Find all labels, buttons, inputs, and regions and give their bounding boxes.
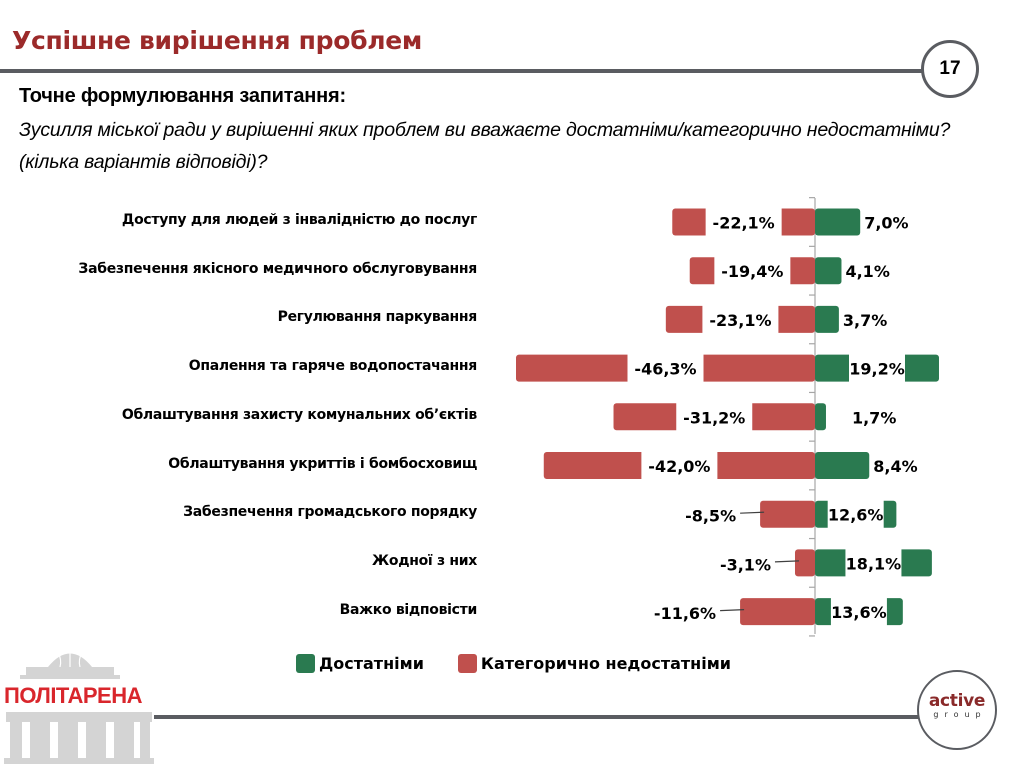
value-label-sufficient: 4,1% (845, 262, 889, 281)
active-group-logo-sub: group (933, 710, 987, 719)
category-label: Регулювання паркування (277, 309, 478, 326)
bar-sufficient (815, 452, 870, 479)
category-label: Забезпечення громадського порядку (183, 504, 477, 521)
legend-swatch-green (296, 654, 315, 673)
active-group-logo-main: active (928, 691, 986, 711)
bar-sufficient (815, 257, 842, 285)
slide-title: Успішне вирішення проблем (12, 26, 423, 55)
value-label-insufficient: -11,6% (654, 604, 716, 623)
value-label-sufficient: 13,6% (831, 603, 887, 622)
label-background (627, 353, 704, 383)
label-background (845, 548, 902, 578)
value-label-sufficient: 12,6% (828, 506, 884, 525)
category-label: Опалення та гаряче водопостачання (188, 358, 478, 375)
value-label-insufficient: -22,1% (713, 214, 775, 233)
active-group-logo: active group (917, 670, 997, 750)
leader-line (774, 560, 800, 563)
value-label-sufficient: 7,0% (864, 214, 908, 233)
footer-divider (154, 715, 925, 719)
legend-swatch-red (457, 654, 477, 673)
bar-insufficient (760, 500, 815, 528)
label-background (714, 256, 791, 286)
category-label: Доступу для людей з інвалідністю до посл… (121, 212, 477, 228)
legend-label: Категорично недостатніми (480, 654, 731, 673)
leader-line (740, 511, 765, 514)
value-label-sufficient: 8,4% (873, 457, 917, 476)
category-label: Жодної з них (372, 552, 477, 569)
question-text: Зусилля міської ради у вирішенні яких пр… (19, 119, 951, 173)
label-background (827, 499, 884, 529)
category-label: Важко відповісти (339, 601, 478, 618)
value-label-insufficient: -19,4% (721, 262, 783, 281)
legend-label: Достатніми (319, 654, 424, 673)
label-background (705, 207, 782, 237)
bar-sufficient (815, 305, 839, 333)
value-label-sufficient: 3,7% (843, 311, 887, 330)
label-background (641, 451, 718, 480)
page-number-badge: 17 (921, 40, 979, 98)
bar-insufficient (794, 549, 815, 577)
value-label-insufficient: -23,1% (709, 311, 771, 330)
value-label-insufficient: -8,5% (685, 507, 736, 526)
bar-sufficient (815, 403, 826, 431)
label-background (830, 597, 887, 627)
label-background (702, 304, 779, 334)
value-label-sufficient: 19,2% (849, 360, 905, 379)
politarena-building-icon (4, 647, 154, 764)
label-background (848, 353, 905, 383)
value-label-sufficient: 18,1% (846, 554, 902, 573)
label-background (676, 402, 753, 432)
bar-insufficient (740, 598, 815, 626)
category-label: Облаштування укриттів і бомбосховищ (168, 455, 477, 472)
politarena-logo-text: ПОЛІТАРЕНА (4, 683, 143, 708)
category-label: Забезпечення якісного медичного обслугов… (78, 260, 477, 277)
legend-item-insufficient: Категорично недостатніми (457, 654, 731, 673)
legend-item-sufficient: Достатніми (296, 654, 424, 673)
value-label-sufficient: 1,7% (852, 408, 896, 427)
value-label-insufficient: -42,0% (648, 457, 710, 476)
bar-sufficient (815, 208, 861, 236)
value-label-insufficient: -31,2% (683, 408, 745, 427)
value-label-insufficient: -3,1% (720, 555, 771, 574)
category-label: Облаштування захисту комунальних об’єкті… (121, 406, 477, 423)
page-number: 17 (939, 58, 961, 79)
leader-line (720, 609, 745, 612)
chart-legend: Достатніми Категорично недостатніми (296, 654, 765, 673)
question-heading: Точне формулювання запитання: (19, 85, 346, 107)
title-divider (0, 69, 925, 73)
value-label-insufficient: -46,3% (634, 360, 696, 379)
